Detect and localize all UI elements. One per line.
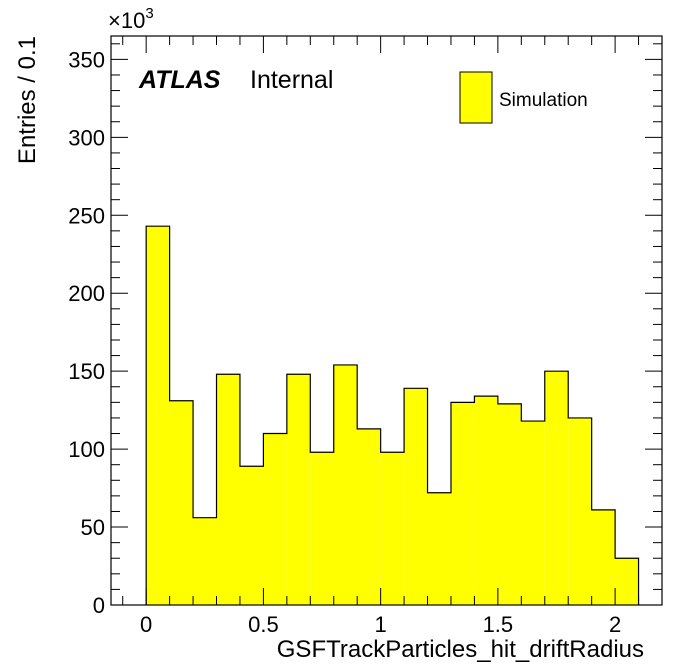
histogram-bar — [568, 417, 592, 605]
legend: Simulation — [459, 71, 588, 124]
histogram-bar — [146, 226, 170, 606]
y-tick-label: 200 — [68, 281, 105, 306]
histogram-bar — [544, 371, 569, 605]
x-tick-label: 1 — [375, 612, 387, 637]
legend-label: Simulation — [499, 90, 588, 111]
histogram-bar — [333, 364, 358, 605]
tick-labels: 0 0.5 1 1.5 2 0 50 100 150 200 250 300 350 — [68, 47, 621, 637]
y-tick-label: 300 — [68, 125, 105, 150]
y-multiplier-label: ×103 — [108, 5, 154, 33]
histogram-bar — [615, 558, 639, 605]
plot-frame — [110, 35, 663, 606]
histogram-outline — [145, 225, 640, 605]
histogram-bar — [427, 492, 451, 605]
histogram-bar — [521, 421, 545, 605]
histogram-bar — [239, 466, 264, 605]
y-tick-label: 0 — [93, 593, 105, 618]
tick-marks — [111, 36, 663, 606]
y-axis-title: Entries / 0.1 — [14, 36, 41, 164]
histogram-bar — [193, 517, 217, 605]
x-tick-label: 2 — [609, 612, 621, 637]
histogram-bar — [380, 452, 405, 605]
histogram-bar — [497, 403, 522, 605]
histogram-bar — [591, 509, 616, 605]
histogram-bar — [169, 400, 194, 605]
histogram-bar — [263, 433, 287, 605]
x-tick-label: 0.5 — [248, 612, 279, 637]
atlas-label: ATLAS — [138, 66, 221, 94]
x-tick-label: 1.5 — [483, 612, 514, 637]
histogram-bar — [310, 452, 334, 605]
y-tick-label: 350 — [68, 47, 105, 72]
y-tick-label: 100 — [68, 437, 105, 462]
histogram-bar — [404, 388, 428, 605]
x-tick-label: 0 — [140, 612, 152, 637]
y-tick-label: 150 — [68, 359, 105, 384]
internal-label: Internal — [250, 66, 333, 94]
histogram-bars — [145, 225, 640, 606]
histogram-bar — [357, 428, 381, 605]
legend-swatch — [459, 71, 493, 124]
histogram-bar — [286, 374, 311, 605]
histogram-bar — [450, 402, 475, 605]
x-axis-title: GSFTrackParticles_hit_driftRadius — [277, 636, 644, 663]
histogram-bar — [474, 396, 498, 605]
histogram-bar — [216, 374, 240, 605]
y-tick-label: 250 — [68, 203, 105, 228]
y-tick-label: 50 — [81, 515, 105, 540]
axes — [110, 35, 663, 606]
